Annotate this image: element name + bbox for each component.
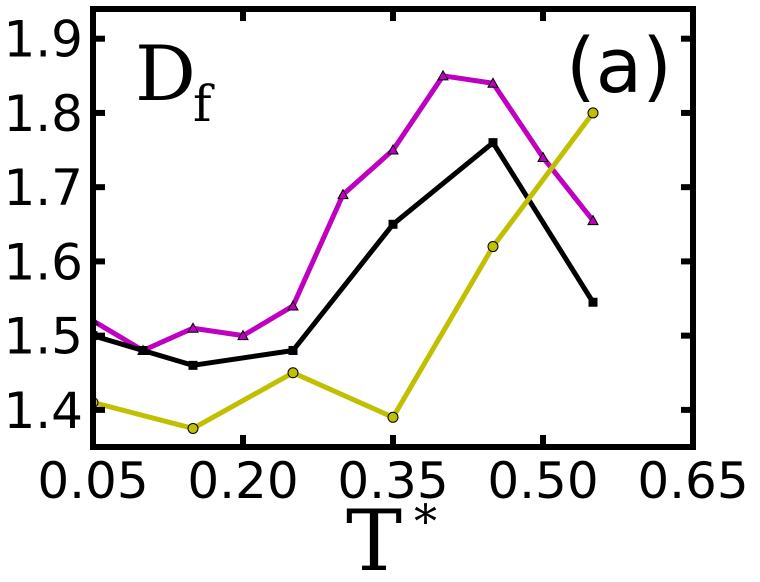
- series-quantity-label: D: [135, 29, 196, 118]
- data-point: [337, 188, 349, 200]
- x-axis-title-superscript: *: [414, 494, 437, 548]
- data-point: [487, 77, 499, 88]
- ticks-layer: [90, 9, 696, 447]
- data-point: [138, 345, 148, 355]
- x-tick-label: 0.05: [37, 452, 148, 510]
- y-tick-label: 1.4: [3, 382, 83, 440]
- data-point: [388, 219, 398, 229]
- data-point: [587, 107, 599, 119]
- data-point: [437, 69, 449, 81]
- labels-layer: 0.05 0.20 0.35 0.50 0.65 1.4 1.5 1.6 1.7 1.8 1.9: [3, 11, 748, 510]
- x-axis-title: T: [346, 492, 402, 582]
- data-point: [588, 297, 598, 307]
- x-tick-label: 0.20: [187, 452, 298, 510]
- data-point: [188, 360, 198, 370]
- y-tick-label: 1.9: [3, 11, 83, 69]
- y-tick-label: 1.6: [3, 233, 83, 291]
- y-tick-label: 1.5: [3, 308, 83, 366]
- data-point: [387, 411, 399, 423]
- data-point: [237, 329, 249, 341]
- series-quantity-subscript: f: [193, 75, 215, 133]
- data-point: [487, 241, 499, 253]
- panel-label: (a): [566, 21, 672, 110]
- x-tick-label: 0.35: [337, 452, 448, 510]
- data-point: [488, 138, 498, 148]
- data-point: [537, 151, 549, 162]
- x-tick-label: 0.50: [487, 452, 598, 510]
- y-tick-label: 1.7: [3, 159, 83, 217]
- data-point: [287, 367, 299, 379]
- data-point: [187, 322, 199, 333]
- series-line-2: [93, 140, 596, 368]
- series-line-3: [93, 111, 596, 431]
- x-tick-label: 0.65: [637, 452, 748, 510]
- data-point: [587, 214, 599, 226]
- data-point: [288, 345, 298, 355]
- series-layer: [93, 69, 599, 434]
- data-point: [287, 299, 299, 311]
- data-point: [187, 422, 199, 434]
- y-tick-label: 1.8: [3, 85, 83, 143]
- data-point: [387, 144, 399, 155]
